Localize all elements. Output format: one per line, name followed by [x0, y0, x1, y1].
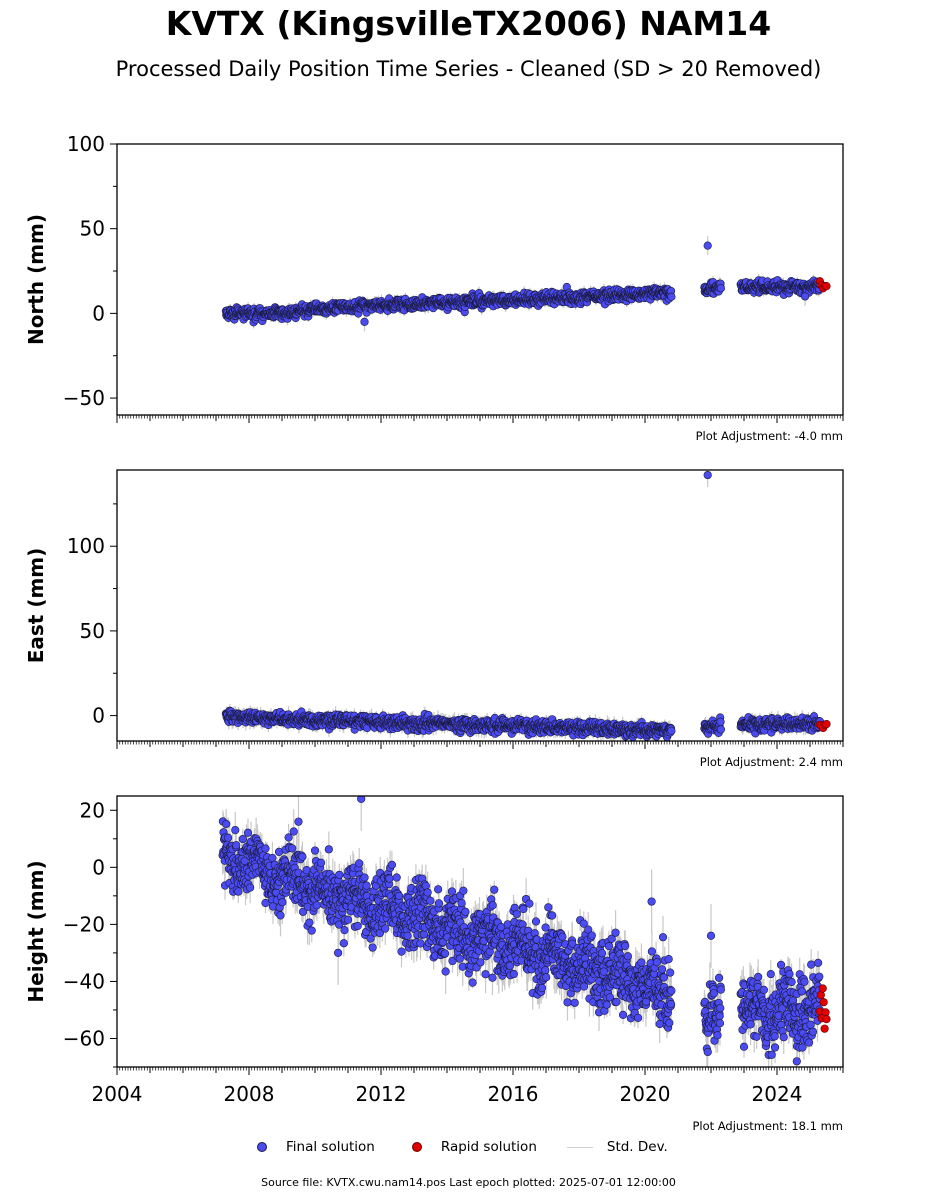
y-tick-label: −50: [63, 386, 105, 410]
final-solution-point: [360, 317, 369, 326]
north-plot-area: [221, 236, 831, 332]
y-tick-label: 50: [80, 217, 105, 241]
panel-north: −50 0 50 100 North (mm) Plot Adjustment: -4.0…: [24, 132, 844, 443]
chart-subtitle: Processed Daily Position Time Series - C…: [115, 57, 822, 81]
final-solution-point: [800, 292, 810, 301]
y-tick-label: 0: [92, 301, 105, 325]
y-tick-label: 100: [67, 132, 105, 156]
final-solution-point: [667, 292, 676, 301]
final-solution-point: [703, 241, 712, 250]
chart-title: KVTX (KingsvilleTX2006) NAM14: [165, 4, 772, 43]
east-plot-area: [221, 470, 831, 741]
north-frame: [116, 143, 844, 416]
rapid-solution-point: [822, 282, 831, 291]
plot-adjustment-note: Plot Adjustment: -4.0 mm: [696, 429, 843, 443]
y-axis-label: North (mm): [24, 214, 48, 345]
final-solution-point: [716, 284, 726, 293]
